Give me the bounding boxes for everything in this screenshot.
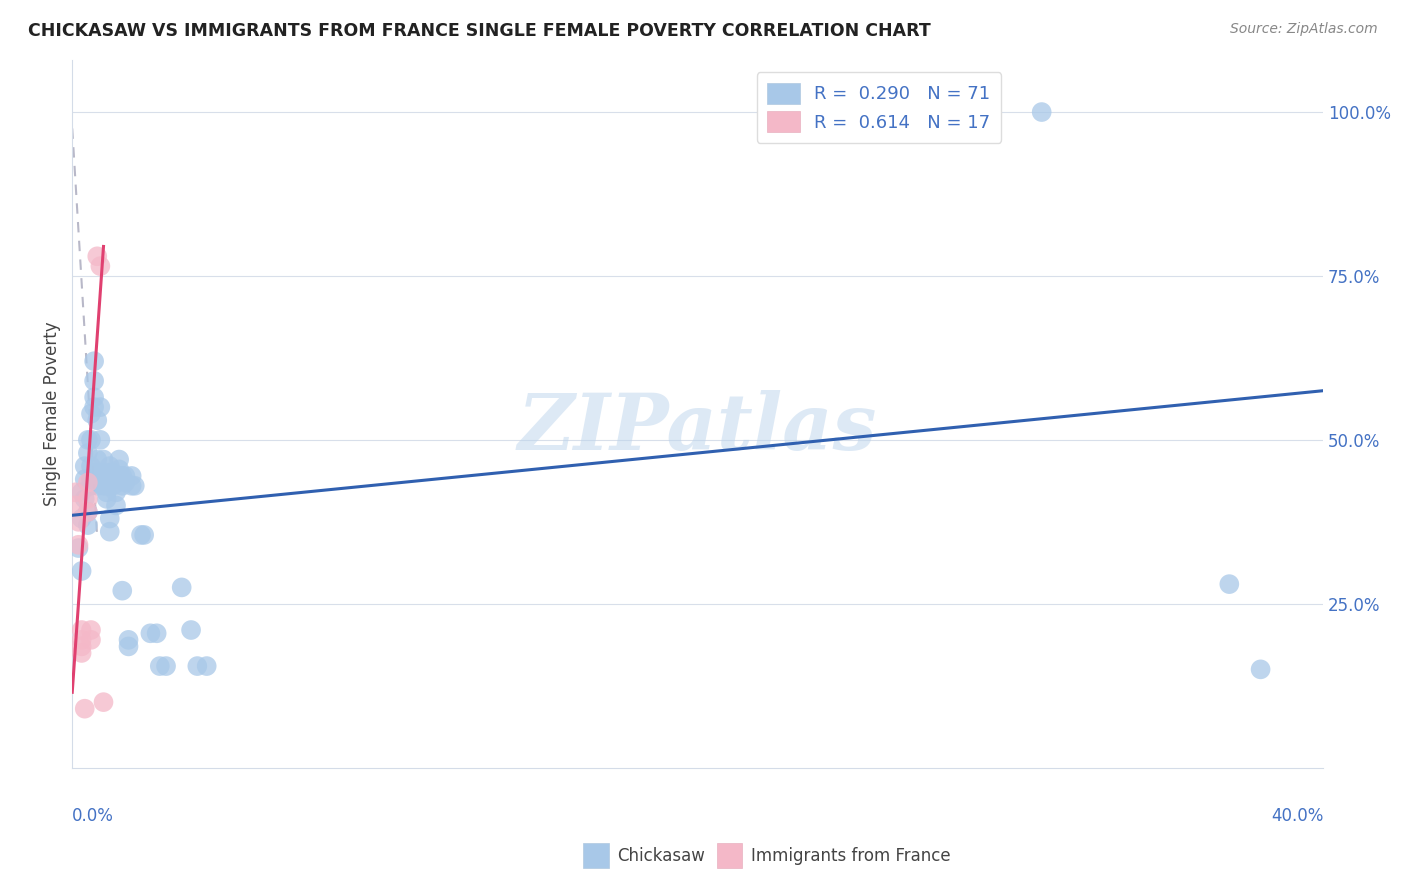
Point [101, 472, 124, 486]
Point [76, 475, 98, 490]
Point [1031, 105, 1053, 120]
Point [155, 659, 177, 673]
Point [89, 466, 111, 480]
Point [80, 632, 103, 647]
Point [1218, 577, 1240, 591]
Point [117, 632, 139, 647]
Point [108, 452, 131, 467]
Point [86, 452, 108, 467]
Point [96, 479, 118, 493]
Point [111, 583, 134, 598]
Point [65, 485, 87, 500]
Point [86, 249, 108, 263]
Point [80, 472, 103, 486]
Point [121, 469, 143, 483]
Point [67, 515, 90, 529]
Point [70, 640, 93, 654]
Point [89, 259, 111, 273]
Text: 0.0%: 0.0% [72, 806, 114, 824]
Point [65, 499, 87, 513]
Point [80, 459, 103, 474]
Point [70, 632, 93, 647]
Point [67, 538, 90, 552]
Point [114, 469, 136, 483]
Point [195, 659, 218, 673]
Point [83, 354, 105, 368]
Point [80, 407, 103, 421]
Point [145, 626, 167, 640]
Point [117, 640, 139, 654]
Y-axis label: Single Female Poverty: Single Female Poverty [44, 321, 60, 506]
Point [67, 541, 90, 555]
Point [149, 659, 172, 673]
Point [105, 472, 128, 486]
Point [134, 528, 156, 542]
Point [111, 469, 134, 483]
Point [70, 485, 93, 500]
Point [105, 485, 128, 500]
Point [129, 528, 152, 542]
Point [73, 491, 96, 506]
Point [108, 462, 131, 476]
Point [70, 564, 93, 578]
Point [83, 400, 105, 414]
Point [111, 479, 134, 493]
Text: Chickasaw: Chickasaw [617, 847, 706, 865]
Point [114, 475, 136, 490]
Point [124, 479, 146, 493]
Point [80, 623, 103, 637]
Point [70, 511, 93, 525]
Point [93, 479, 115, 493]
Point [86, 466, 108, 480]
Text: CHICKASAW VS IMMIGRANTS FROM FRANCE SINGLE FEMALE POVERTY CORRELATION CHART: CHICKASAW VS IMMIGRANTS FROM FRANCE SING… [28, 22, 931, 40]
Point [98, 511, 121, 525]
Text: 40.0%: 40.0% [1271, 806, 1323, 824]
Point [76, 491, 98, 506]
Point [93, 452, 115, 467]
Point [1250, 662, 1272, 676]
Point [80, 433, 103, 447]
Point [70, 623, 93, 637]
Point [98, 524, 121, 539]
Point [108, 469, 131, 483]
Point [89, 400, 111, 414]
Point [86, 479, 108, 493]
Point [73, 472, 96, 486]
Text: Source: ZipAtlas.com: Source: ZipAtlas.com [1230, 22, 1378, 37]
Point [101, 479, 124, 493]
Point [83, 374, 105, 388]
Point [80, 479, 103, 493]
Point [93, 466, 115, 480]
Point [93, 472, 115, 486]
Text: ZIPatlas: ZIPatlas [517, 390, 877, 466]
Point [76, 446, 98, 460]
Point [76, 433, 98, 447]
Point [86, 472, 108, 486]
Point [76, 505, 98, 519]
Point [101, 466, 124, 480]
Text: Immigrants from France: Immigrants from France [751, 847, 950, 865]
Legend: R =  0.290   N = 71, R =  0.614   N = 17: R = 0.290 N = 71, R = 0.614 N = 17 [756, 72, 1001, 143]
Point [70, 646, 93, 660]
Point [186, 659, 208, 673]
Point [98, 466, 121, 480]
Point [89, 433, 111, 447]
Point [83, 390, 105, 404]
Point [96, 491, 118, 506]
Point [121, 479, 143, 493]
Point [73, 702, 96, 716]
Point [86, 413, 108, 427]
Point [98, 459, 121, 474]
Point [93, 695, 115, 709]
Point [139, 626, 162, 640]
Point [73, 459, 96, 474]
Point [105, 499, 128, 513]
Point [96, 485, 118, 500]
Point [180, 623, 202, 637]
Point [170, 581, 193, 595]
Point [76, 505, 98, 519]
Point [76, 518, 98, 533]
